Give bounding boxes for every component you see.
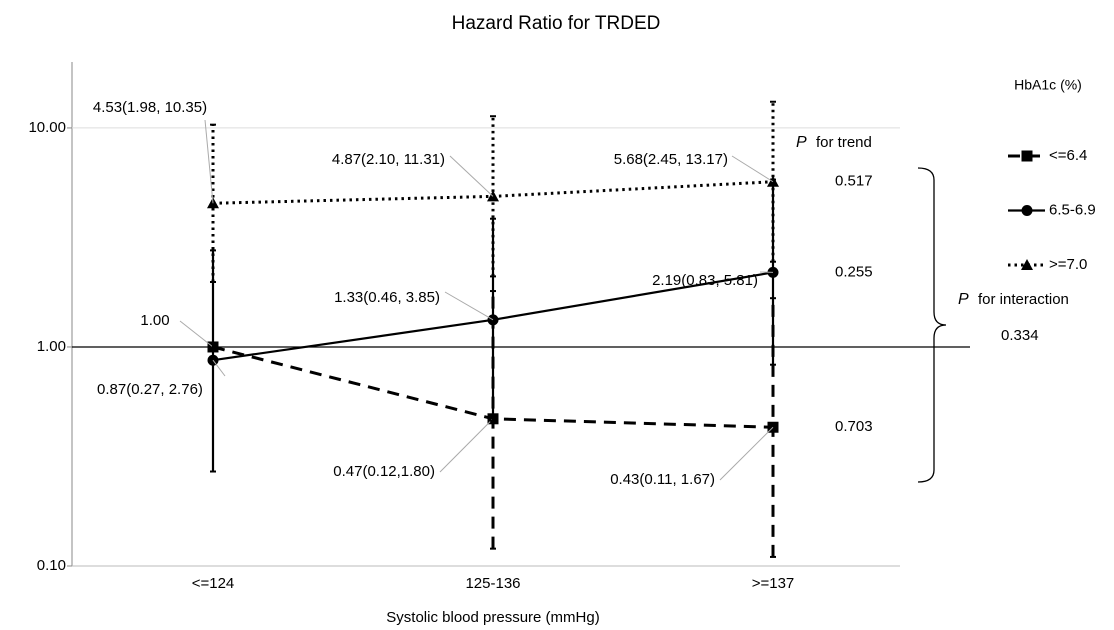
y-tick-label: 10.00: [28, 119, 66, 136]
p-symbol: P: [796, 134, 807, 151]
leader-line: [439, 418, 494, 473]
p-symbol: P: [958, 291, 969, 308]
y-tick-label: 0.10: [37, 557, 66, 574]
leader-line: [449, 155, 494, 197]
marker: [1021, 205, 1033, 216]
x-axis-label: Systolic blood pressure (mmHg): [386, 609, 599, 626]
data-label: 0.43(0.11, 1.67): [610, 471, 715, 488]
leader-line: [204, 119, 214, 204]
data-label: 4.87(2.10, 11.31): [332, 151, 445, 168]
leader-line: [179, 320, 214, 348]
marker: [1021, 150, 1033, 162]
leader-line: [719, 426, 774, 481]
p-trend: 0.517: [835, 173, 873, 190]
brace: [917, 167, 947, 483]
p-trend: 0.255: [835, 263, 873, 280]
leader-line: [444, 291, 494, 321]
data-label: 2.19(0.83, 5.81): [652, 272, 758, 289]
p-interaction-label: for interaction: [978, 291, 1069, 308]
p-trend: 0.703: [835, 418, 873, 435]
data-label: 4.53(1.98, 10.35): [93, 99, 207, 116]
p-interaction: 0.334: [1001, 327, 1039, 344]
legend-title: HbA1c (%): [1014, 77, 1082, 93]
data-label: 1.33(0.46, 3.85): [334, 289, 440, 306]
leader-line: [731, 155, 774, 183]
data-label: 1.00: [140, 312, 169, 329]
p-trend-label: for trend: [816, 134, 872, 151]
legend-label: 6.5-6.9: [1049, 201, 1096, 218]
data-label: 5.68(2.45, 13.17): [614, 151, 728, 168]
x-tick-label: >=137: [752, 575, 795, 592]
leader-line: [212, 359, 226, 377]
chart-title: Hazard Ratio for TRDED: [452, 13, 661, 34]
data-label: 0.47(0.12,1.80): [333, 463, 435, 480]
legend-label: <=6.4: [1049, 147, 1087, 164]
x-tick-label: <=124: [192, 575, 235, 592]
y-tick-label: 1.00: [37, 338, 66, 355]
legend-label: >=7.0: [1049, 256, 1087, 273]
data-label: 0.87(0.27, 2.76): [97, 381, 203, 398]
x-tick-label: 125-136: [465, 575, 520, 592]
marker: [1021, 259, 1033, 270]
